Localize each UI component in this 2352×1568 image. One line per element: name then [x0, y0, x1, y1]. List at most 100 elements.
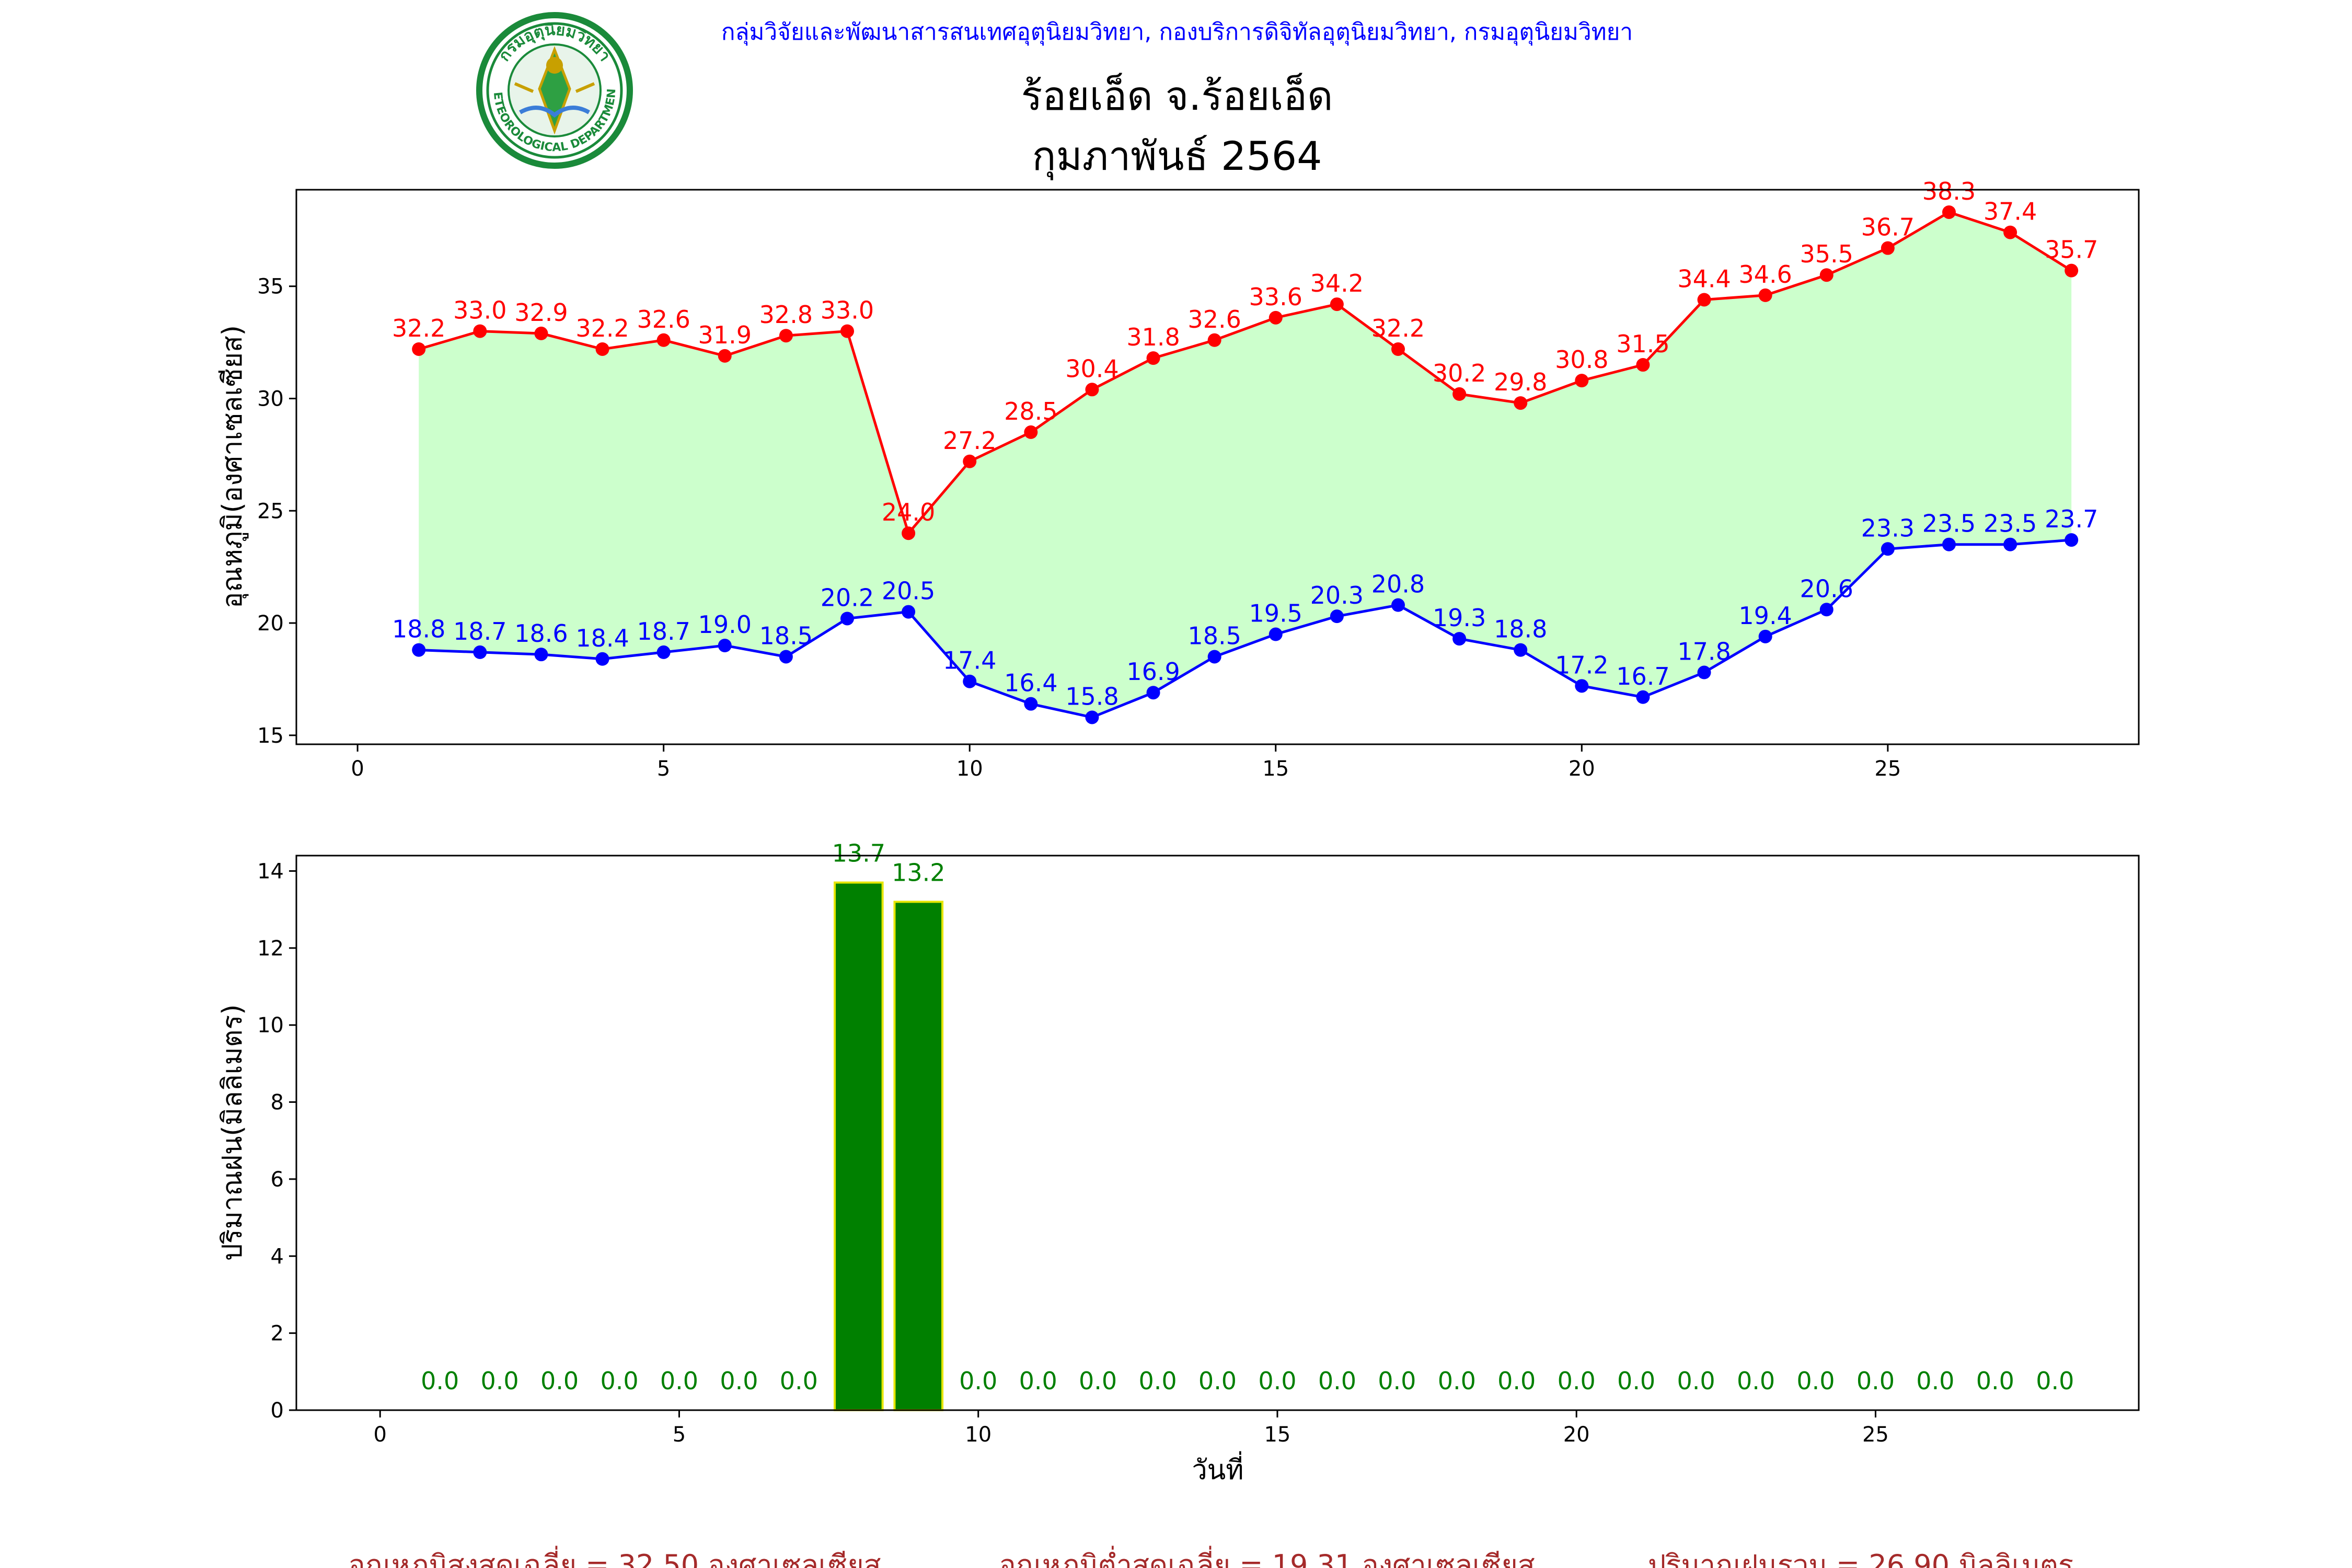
max-temperature-label: 32.2 [575, 314, 629, 342]
footer-avg-min: อุณหภูมิต่ำสุดเฉลี่ย = 19.31 องศาเซลเซีย… [999, 1546, 1535, 1568]
min-temperature-label: 15.8 [1065, 682, 1119, 710]
station-title: ร้อยเอ็ด จ.ร้อยเอ็ด [1021, 73, 1333, 119]
max-temperature-label: 24.0 [882, 498, 935, 526]
max-temperature-label: 30.4 [1065, 354, 1119, 383]
max-temperature-label: 35.7 [2045, 236, 2098, 264]
max-temperature-point [1269, 310, 1283, 325]
rainfall-value-label: 0.0 [1438, 1367, 1476, 1395]
temperature-x-tick-label: 20 [1569, 757, 1595, 781]
max-temperature-label: 31.9 [698, 321, 752, 349]
min-temperature-label: 17.2 [1555, 651, 1608, 679]
rainfall-value-label: 0.0 [1019, 1367, 1057, 1395]
rainfall-y-tick-label: 10 [257, 1013, 284, 1037]
min-temperature-label: 18.5 [1187, 621, 1241, 650]
temperature-value-labels: 32.233.0 32.932.2 32.631.932.8 33.024.027.2… [392, 177, 2098, 710]
rainfall-value-label: 0.0 [1138, 1367, 1177, 1395]
temperature-x-tick-label: 5 [657, 757, 670, 781]
max-temperature-point [1881, 241, 1895, 255]
max-temperature-label: 34.2 [1310, 269, 1364, 297]
min-temperature-point [1391, 598, 1405, 612]
temperature-x-tick-label: 10 [956, 757, 983, 781]
temperature-y-ticks: 15 20 25 30 35 [257, 275, 296, 748]
temperature-x-tick-label: 0 [351, 757, 364, 781]
min-temperature-label: 23.3 [1861, 514, 1915, 542]
max-temperature-label: 30.8 [1555, 345, 1608, 374]
min-temperature-label: 19.3 [1433, 604, 1486, 632]
rainfall-y-tick-label: 8 [271, 1091, 284, 1115]
max-temperature-line [418, 211, 2072, 536]
min-temperature-point [1146, 686, 1160, 700]
min-temperature-label: 20.6 [1800, 574, 1853, 603]
min-temperature-point [963, 674, 977, 688]
max-temperature-point [473, 324, 487, 338]
max-temperature-point [2065, 263, 2079, 278]
min-temperature-point [1452, 632, 1467, 646]
rainfall-bars [834, 881, 944, 1411]
temperature-y-tick-label: 15 [257, 724, 284, 748]
max-temperature-point [1146, 351, 1160, 365]
rainfall-y-tick-label: 6 [271, 1168, 284, 1192]
max-temperature-label: 33.0 [453, 296, 506, 325]
max-temperature-point [1330, 297, 1344, 312]
min-temperature-point [595, 652, 609, 666]
rainfall-value-label: 0.0 [1258, 1367, 1296, 1395]
min-temperature-point [1575, 679, 1589, 693]
rainfall-y-tick-label: 4 [271, 1244, 284, 1269]
max-temperature-point [840, 324, 854, 338]
max-temperature-label: 34.6 [1738, 260, 1792, 289]
meteorological-department-logo: กรมอุตุนิยมวิทยา METEOROLOGICAL DEPARTME… [0, 0, 633, 169]
rainfall-value-label: 0.0 [540, 1367, 579, 1395]
footer-avg-max: อุณหภูมิสูงสุดเฉลี่ย = 32.50 องศาเซลเซีย… [348, 1546, 881, 1568]
temperature-y-tick-label: 25 [257, 499, 284, 523]
min-temperature-label: 23.5 [1922, 510, 1976, 538]
min-temperature-point [1697, 665, 1711, 679]
max-temperature-point [779, 329, 793, 343]
min-temperature-point [1024, 697, 1038, 711]
max-temperature-point [1514, 396, 1528, 410]
min-temperature-label: 16.9 [1126, 658, 1180, 686]
rainfall-y-tick-label: 0 [271, 1399, 284, 1423]
max-temperature-label: 31.8 [1126, 323, 1180, 351]
min-temperature-label: 20.5 [882, 577, 935, 605]
max-temperature-point [1085, 383, 1099, 397]
min-temperature-point [1819, 603, 1834, 617]
org-line: กลุ่มวิจัยและพัฒนาสารสนเทศอุตุนิยมวิทยา,… [721, 19, 1633, 46]
rainfall-value-label: 0.0 [720, 1367, 758, 1395]
rainfall-x-tick-label: 15 [1264, 1423, 1290, 1447]
max-temperature-point [902, 526, 916, 540]
rainfall-y-tick-label: 14 [257, 859, 284, 883]
min-temperature-point [1514, 643, 1528, 657]
max-temperature-label: 38.3 [1922, 177, 1976, 205]
temperature-y-axis-label: อุณหภูมิ(องศาเซลเซียส) [217, 325, 249, 608]
max-temperature-point [595, 342, 609, 356]
max-temperature-point [412, 342, 426, 356]
rainfall-y-ticks: 0 2 4 6 8 10 12 14 [257, 859, 296, 1423]
rainfall-x-tick-label: 10 [965, 1423, 991, 1447]
min-temperature-label: 18.8 [392, 615, 445, 643]
rainfall-value-label: 0.0 [1079, 1367, 1117, 1395]
rainfall-value-label: 0.0 [1677, 1367, 1715, 1395]
max-temperature-label: 28.5 [1004, 397, 1057, 425]
min-temperature-point [1758, 629, 1772, 643]
rainfall-value-label: 0.0 [1976, 1367, 2014, 1395]
max-temperature-label: 30.2 [1433, 359, 1486, 387]
min-temperature-label: 19.0 [698, 610, 752, 639]
temperature-points [412, 205, 2079, 724]
min-temperature-label: 20.8 [1371, 570, 1425, 598]
temperature-chart: 32.233.0 32.932.2 32.631.932.8 33.024.027.2… [217, 177, 2140, 781]
min-temperature-label: 17.4 [943, 647, 996, 675]
min-temperature-point [1269, 627, 1283, 641]
min-temperature-point [534, 648, 548, 662]
rainfall-y-tick-label: 12 [257, 937, 284, 961]
temperature-plot-frame [295, 189, 2140, 745]
min-temperature-label: 19.4 [1738, 602, 1792, 630]
temperature-range-fill [419, 212, 2072, 718]
rainfall-value-label: 0.0 [1198, 1367, 1237, 1395]
min-temperature-label: 18.8 [1494, 615, 1547, 643]
max-temperature-label: 31.5 [1616, 330, 1669, 358]
min-temperature-point [779, 650, 793, 664]
max-temperature-label: 32.6 [1187, 305, 1241, 333]
rainfall-value-label: 0.0 [1737, 1367, 1775, 1395]
rainfall-value-label: 0.0 [1916, 1367, 1954, 1395]
